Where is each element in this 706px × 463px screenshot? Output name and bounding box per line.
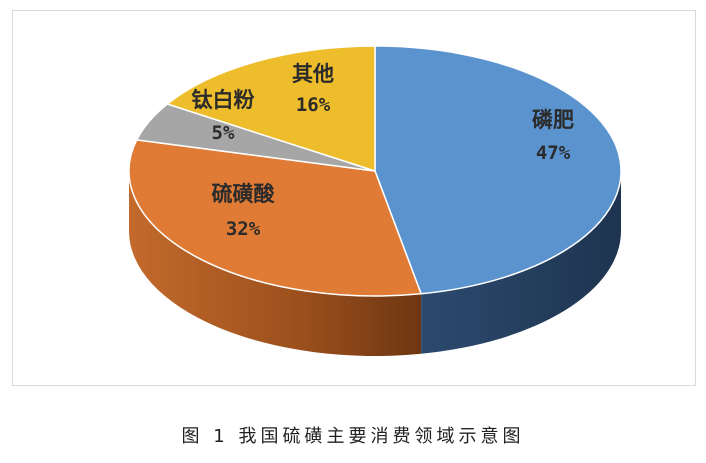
slice-0-side (421, 171, 621, 354)
slice-3-value: 16% (296, 94, 331, 116)
chart-frame: 磷肥 47% 硫磺酸 32% 钛白粉 5% 其他 16% (12, 10, 696, 386)
slice-0-value: 47% (536, 142, 571, 164)
pie-sides (129, 171, 621, 356)
slice-2-value: 5% (212, 122, 235, 144)
slice-3-top (165, 45, 376, 173)
slice-1-label: 硫磺酸 (212, 182, 276, 206)
slice-3-label: 其他 (292, 62, 334, 86)
figure-caption: 图 1 我国硫磺主要消费领域示意图 (181, 426, 525, 447)
pie-tops (128, 45, 622, 297)
slice-0-top (374, 45, 622, 295)
slice-2-label: 钛白粉 (192, 88, 255, 112)
pie-labels: 磷肥 47% 硫磺酸 32% 钛白粉 5% 其他 16% (192, 62, 575, 240)
slice-1-side (129, 171, 422, 356)
slice-0-label: 磷肥 (532, 108, 574, 132)
slice-1-top (128, 139, 423, 297)
pie-chart: 磷肥 47% 硫磺酸 32% 钛白粉 5% 其他 16% (128, 45, 622, 356)
slice-1-value: 32% (226, 218, 261, 240)
